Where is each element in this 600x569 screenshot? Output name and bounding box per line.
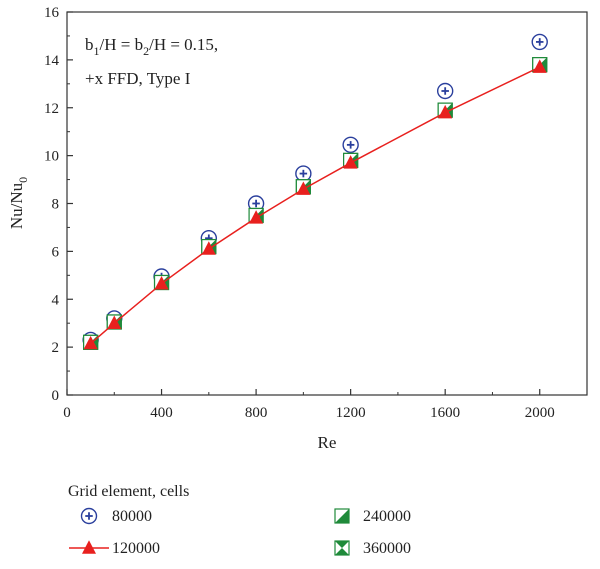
y-axis-title: Nu/Nu0 bbox=[7, 177, 30, 229]
data-point-120000 bbox=[107, 315, 122, 329]
legend-label: 120000 bbox=[112, 540, 160, 557]
legend-label: 80000 bbox=[112, 508, 152, 525]
marker-triangle bbox=[532, 59, 547, 73]
marker-triangle bbox=[296, 181, 311, 195]
x-tick-label: 400 bbox=[150, 405, 173, 421]
legend-marker bbox=[334, 540, 350, 556]
marker-triangle bbox=[107, 315, 122, 329]
y-tick-label: 10 bbox=[44, 149, 59, 165]
legend-label: 360000 bbox=[363, 540, 411, 557]
marker-triangle bbox=[82, 540, 96, 554]
marker-triangle bbox=[343, 155, 358, 169]
x-tick-label: 1600 bbox=[430, 405, 460, 421]
data-point-80000 bbox=[436, 82, 454, 100]
marker-half-fill bbox=[335, 509, 349, 523]
y-tick-label: 0 bbox=[52, 388, 60, 404]
marker-hourglass-fill bbox=[335, 541, 349, 555]
data-point-80000 bbox=[295, 165, 312, 182]
data-point-120000 bbox=[343, 155, 358, 169]
data-marks bbox=[82, 33, 548, 350]
legend: 80000 120000 240000 360000 bbox=[69, 507, 411, 557]
data-point-120000 bbox=[532, 59, 547, 73]
legend-item-80000: 80000 bbox=[80, 507, 152, 525]
legend-marker bbox=[80, 507, 98, 525]
data-point-120000 bbox=[154, 275, 169, 290]
axis-ticks: 0 400 800 1200 1600 2000 0 2 4 6 8 10 12 14 16 bbox=[44, 5, 555, 421]
legend-item-120000: 120000 bbox=[69, 540, 160, 557]
annotation-config: +x FFD, Type I bbox=[85, 69, 191, 88]
y-axis-title-subscript: 0 bbox=[16, 177, 30, 183]
y-tick-label: 4 bbox=[52, 292, 60, 308]
legend-title: Grid element, cells bbox=[68, 483, 189, 500]
series-line-120000 bbox=[90, 66, 541, 345]
y-tick-label: 2 bbox=[52, 340, 60, 356]
x-tick-label: 1200 bbox=[336, 405, 366, 421]
data-point-120000 bbox=[201, 241, 216, 255]
marker-triangle bbox=[201, 241, 216, 255]
y-tick-label: 12 bbox=[44, 101, 59, 117]
legend-item-360000: 360000 bbox=[334, 540, 411, 557]
marker-triangle bbox=[438, 104, 453, 119]
x-tick-label: 0 bbox=[63, 405, 71, 421]
x-axis-title: Re bbox=[318, 433, 337, 452]
annotation-geometry: b1/H = b2/H = 0.15, bbox=[85, 35, 218, 58]
data-point-120000 bbox=[83, 335, 98, 350]
data-point-80000 bbox=[342, 136, 359, 154]
marker-triangle bbox=[83, 335, 98, 350]
marker-triangle bbox=[249, 210, 264, 224]
marker-triangle bbox=[154, 275, 169, 290]
data-point-120000 bbox=[296, 181, 311, 195]
data-point-80000 bbox=[531, 33, 548, 51]
legend-marker bbox=[82, 540, 96, 554]
data-point-120000 bbox=[438, 104, 453, 119]
x-tick-label: 800 bbox=[245, 405, 268, 421]
legend-label: 240000 bbox=[363, 508, 411, 525]
legend-item-240000: 240000 bbox=[334, 508, 411, 525]
y-tick-label: 6 bbox=[52, 244, 60, 260]
legend-marker bbox=[334, 508, 350, 524]
y-tick-label: 16 bbox=[44, 5, 60, 21]
x-tick-label: 2000 bbox=[525, 405, 555, 421]
data-point-120000 bbox=[249, 210, 264, 224]
y-tick-label: 8 bbox=[52, 197, 60, 213]
y-tick-label: 14 bbox=[44, 53, 60, 69]
